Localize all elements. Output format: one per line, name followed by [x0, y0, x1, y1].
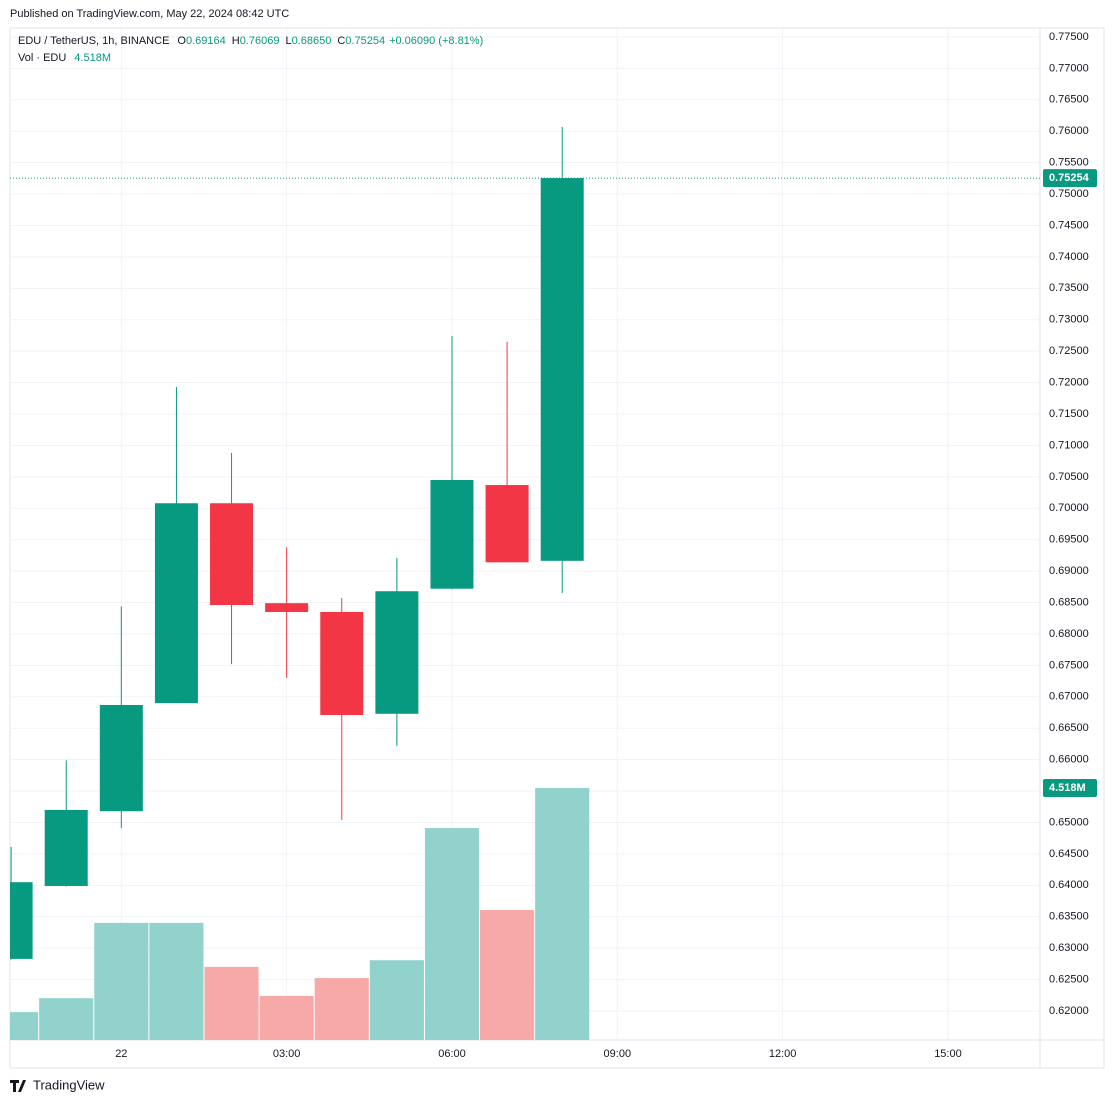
candle-body: [485, 485, 529, 563]
y-tick-label: 0.74000: [1049, 251, 1089, 263]
change: +0.06090 (+8.81%): [389, 35, 483, 47]
candle-body: [265, 603, 309, 612]
brand: TradingView: [33, 1077, 105, 1092]
ohlc-value: 0.69164: [186, 35, 226, 47]
ohlc-value: 0.76069: [240, 35, 280, 47]
symbol: EDU / TetherUS, 1h, BINANCE: [18, 35, 169, 47]
x-tick-label: 12:00: [769, 1048, 797, 1060]
y-tick-label: 0.66000: [1049, 754, 1089, 766]
y-tick-label: 0.62500: [1049, 974, 1089, 986]
y-tick-label: 0.72000: [1049, 376, 1089, 388]
x-tick-label: 09:00: [604, 1048, 632, 1060]
x-tick-label: 03:00: [273, 1048, 301, 1060]
logo: [10, 1080, 26, 1092]
x-tick-label: 15:00: [934, 1048, 962, 1060]
ohlc-key: L: [285, 35, 291, 47]
candle-body: [154, 503, 198, 704]
y-tick-label: 0.64500: [1049, 848, 1089, 860]
y-tick-label: 0.68500: [1049, 596, 1089, 608]
y-tick-label: 0.67000: [1049, 691, 1089, 703]
y-tick-label: 0.71000: [1049, 439, 1089, 451]
published: Published on TradingView.com, May 22, 20…: [10, 8, 289, 20]
volume-bar: [39, 998, 94, 1040]
y-tick-label: 0.63000: [1049, 942, 1089, 954]
y-tick-label: 0.65000: [1049, 816, 1089, 828]
y-tick-label: 0.70500: [1049, 471, 1089, 483]
candle-body: [44, 809, 88, 886]
candle-body: [540, 178, 584, 561]
y-tick-label: 0.74500: [1049, 219, 1089, 231]
volume-bar: [94, 922, 149, 1040]
ohlc-value: 0.75254: [345, 35, 385, 47]
x-tick-label: 22: [115, 1048, 127, 1060]
frame: [9, 27, 1105, 1069]
candle-body: [10, 882, 33, 959]
y-tick-label: 0.76500: [1049, 94, 1089, 106]
y-tick-label: 0.69000: [1049, 565, 1089, 577]
volume-bar: [369, 960, 424, 1040]
volume-bar: [259, 995, 314, 1040]
candle-body: [99, 704, 143, 812]
price-badge-label: 0.75254: [1049, 172, 1090, 184]
volume-badge: [1043, 779, 1097, 797]
y-tick-label: 0.72500: [1049, 345, 1089, 357]
y-tick-label: 0.68000: [1049, 628, 1089, 640]
volume-bar: [480, 910, 535, 1040]
y-tick-label: 0.62000: [1049, 1005, 1089, 1017]
legend-line: Vol · EDU 4.518M: [18, 52, 111, 64]
y-tick-label: 0.67500: [1049, 659, 1089, 671]
volume-bar: [204, 966, 259, 1040]
volume-name: Vol · EDU: [18, 52, 66, 64]
x-tick-label: 06:00: [438, 1048, 466, 1060]
y-tick-label: 0.71500: [1049, 408, 1089, 420]
y-tick-label: 0.64000: [1049, 879, 1089, 891]
volume-bar: [535, 788, 590, 1040]
y-tick-label: 0.66500: [1049, 722, 1089, 734]
y-tick-label: 0.77000: [1049, 62, 1089, 74]
y-tick-label: 0.76000: [1049, 125, 1089, 137]
y-tick-label: 0.63500: [1049, 911, 1089, 923]
ohlc-value: 0.68650: [292, 35, 332, 47]
y-tick-label: 0.77500: [1049, 31, 1089, 43]
ohlc-key: C: [337, 35, 345, 47]
volume-bar: [10, 1012, 39, 1040]
volume-bar: [424, 828, 480, 1040]
volume-badge-label: 4.518M: [1049, 782, 1086, 794]
y-tick-label: 0.70000: [1049, 502, 1089, 514]
candle-body: [375, 591, 419, 714]
price-badge: [1043, 169, 1097, 188]
candle-body: [210, 503, 254, 606]
volume-value: 4.518M: [74, 52, 111, 64]
legend-line: EDU / TetherUS, 1h, BINANCE O0.69164 H0.76…: [18, 35, 483, 47]
y-tick-label: 0.69500: [1049, 534, 1089, 546]
candle-body: [430, 480, 474, 589]
candle-body: [320, 611, 364, 716]
ohlc-key: O: [177, 35, 186, 47]
y-tick-label: 0.75500: [1049, 157, 1089, 169]
volume-bar: [314, 978, 369, 1040]
y-tick-label: 0.73000: [1049, 314, 1089, 326]
volume-bar: [149, 922, 204, 1040]
y-tick-label: 0.73500: [1049, 282, 1089, 294]
ohlc-key: H: [232, 35, 240, 47]
y-tick-label: 0.75000: [1049, 188, 1089, 200]
